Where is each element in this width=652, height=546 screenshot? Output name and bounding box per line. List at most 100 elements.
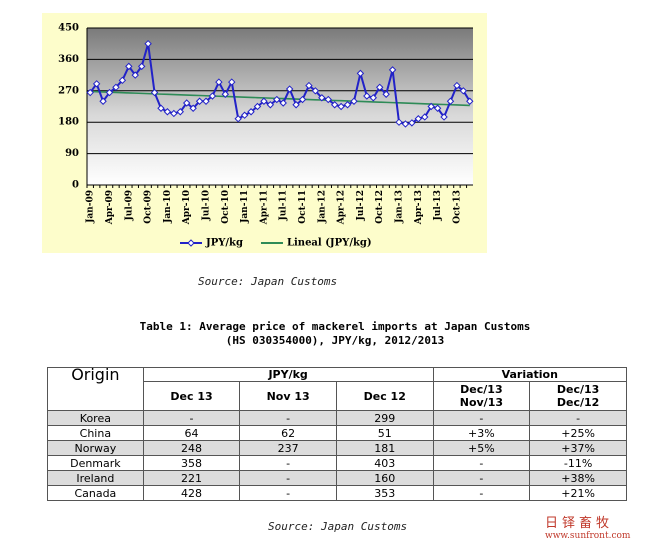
data-point (163, 108, 172, 116)
legend-marker (187, 239, 195, 247)
logo-name: 日铎畜牧 (545, 516, 614, 531)
source: Source: Japan Customs (198, 275, 338, 288)
table-cell: Norway (47, 440, 144, 456)
table-cell: 248 (142, 440, 241, 456)
data-point (118, 76, 127, 85)
data-point (157, 104, 165, 112)
table-cell: - (142, 410, 241, 426)
x-tick-label: Oct-10 (221, 190, 231, 224)
data-point (350, 97, 358, 105)
table-cell: China (47, 425, 144, 441)
data-point (215, 78, 223, 86)
header-cell: Dec/13 Nov/13 (432, 381, 531, 411)
data-point (92, 80, 101, 88)
data-point (125, 62, 133, 71)
table-cell: Korea (47, 410, 144, 426)
x-tick-label: Oct-13 (452, 190, 462, 224)
table-cell: 160 (335, 470, 434, 486)
data-point (144, 39, 152, 48)
logo-url: www.sunfront.com (545, 531, 631, 541)
table-cell: - (239, 485, 337, 501)
x-tick-label: Jul-12 (356, 190, 366, 221)
data-point (356, 69, 365, 78)
x-tick-label: Oct-11 (298, 190, 308, 224)
data-point (228, 78, 236, 86)
data-point (131, 71, 139, 79)
x-tick-label: Apr-11 (259, 190, 269, 225)
y-tick-label: 270 (58, 85, 79, 96)
table-cell: 299 (335, 410, 434, 426)
data-point (240, 111, 249, 119)
plot-area (87, 28, 473, 185)
table-cell: +21% (529, 485, 627, 501)
data-point (105, 88, 114, 97)
data-point (421, 113, 429, 121)
x-tick-label: Jul-13 (433, 190, 443, 221)
table-cell: +3% (432, 425, 531, 441)
header-line: Dec/13 (556, 383, 600, 396)
data-point (459, 87, 468, 95)
x-tick-label: Jan-12 (317, 190, 327, 224)
table-cell: 64 (142, 425, 241, 441)
table-cell: - (239, 455, 337, 471)
data-point (183, 99, 191, 107)
header-row: Dec 13 Nov 13 Dec 12 Dec/13 Nov/13 Dec/13 Dec/… (48, 381, 627, 411)
data-point (337, 102, 345, 111)
title-line: (HS 030354000), JPY/kg, 2012/2013 (225, 334, 445, 347)
y-tick-label: 360 (58, 54, 79, 65)
legend-label: JPY/kg (205, 238, 243, 249)
header-line: Dec/12 (556, 396, 600, 409)
x-tick-label: Apr-10 (182, 190, 192, 225)
data-point (253, 102, 262, 111)
data-point (279, 99, 287, 107)
data-point (427, 102, 435, 111)
header-line: Dec 12 (363, 389, 406, 403)
table-cell: - (432, 455, 531, 471)
data-point (466, 97, 474, 105)
data-point (343, 101, 352, 109)
y-tick-label: 90 (65, 148, 79, 159)
table-cell: 181 (335, 440, 434, 456)
header-cell: Variation (432, 367, 628, 382)
x-tick-label: Jul-10 (202, 190, 212, 221)
data-point (330, 101, 339, 109)
x-tick-label: Jul-11 (279, 190, 289, 221)
data-point (292, 101, 300, 109)
title-line: Table 1: Average price of mackerel impor… (139, 320, 531, 333)
x-tick-label: Jan-10 (163, 190, 173, 224)
data-point (189, 104, 197, 112)
table-cell: - (432, 410, 531, 426)
data-point (234, 115, 242, 123)
data-point (195, 97, 204, 105)
header-cell: JPY/kg (142, 367, 434, 382)
data-point (170, 109, 178, 118)
data-point (202, 97, 210, 105)
data-point (318, 94, 326, 102)
data-point (285, 85, 294, 93)
data-point (266, 101, 275, 109)
data-point (176, 108, 184, 116)
table-cell: Denmark (47, 455, 144, 471)
header-cell: Nov 13 (239, 381, 337, 411)
table-cell: 51 (335, 425, 434, 441)
data-point (363, 92, 371, 100)
header-cell: Dec 13 (142, 381, 241, 411)
data-point (446, 97, 455, 105)
table-cell: 358 (142, 455, 241, 471)
x-tick-label: Jan-09 (86, 190, 96, 224)
table-cell: -11% (529, 455, 627, 471)
logo: 日铎畜牧 www.sunfront.com (515, 512, 630, 541)
y-tick-label: 450 (58, 23, 79, 34)
data-point (137, 62, 146, 71)
header-cell: Origin (47, 367, 144, 411)
data-point (298, 95, 307, 104)
data-point (273, 95, 281, 104)
table-cell: Ireland (47, 470, 144, 486)
x-tick-label: Apr-12 (337, 190, 347, 225)
header-row: Origin JPY/kg Variation (47, 367, 628, 411)
data-point (247, 108, 255, 116)
table-cell: 353 (335, 485, 434, 501)
table-cell: - (239, 410, 337, 426)
table-cell: 237 (239, 440, 337, 456)
